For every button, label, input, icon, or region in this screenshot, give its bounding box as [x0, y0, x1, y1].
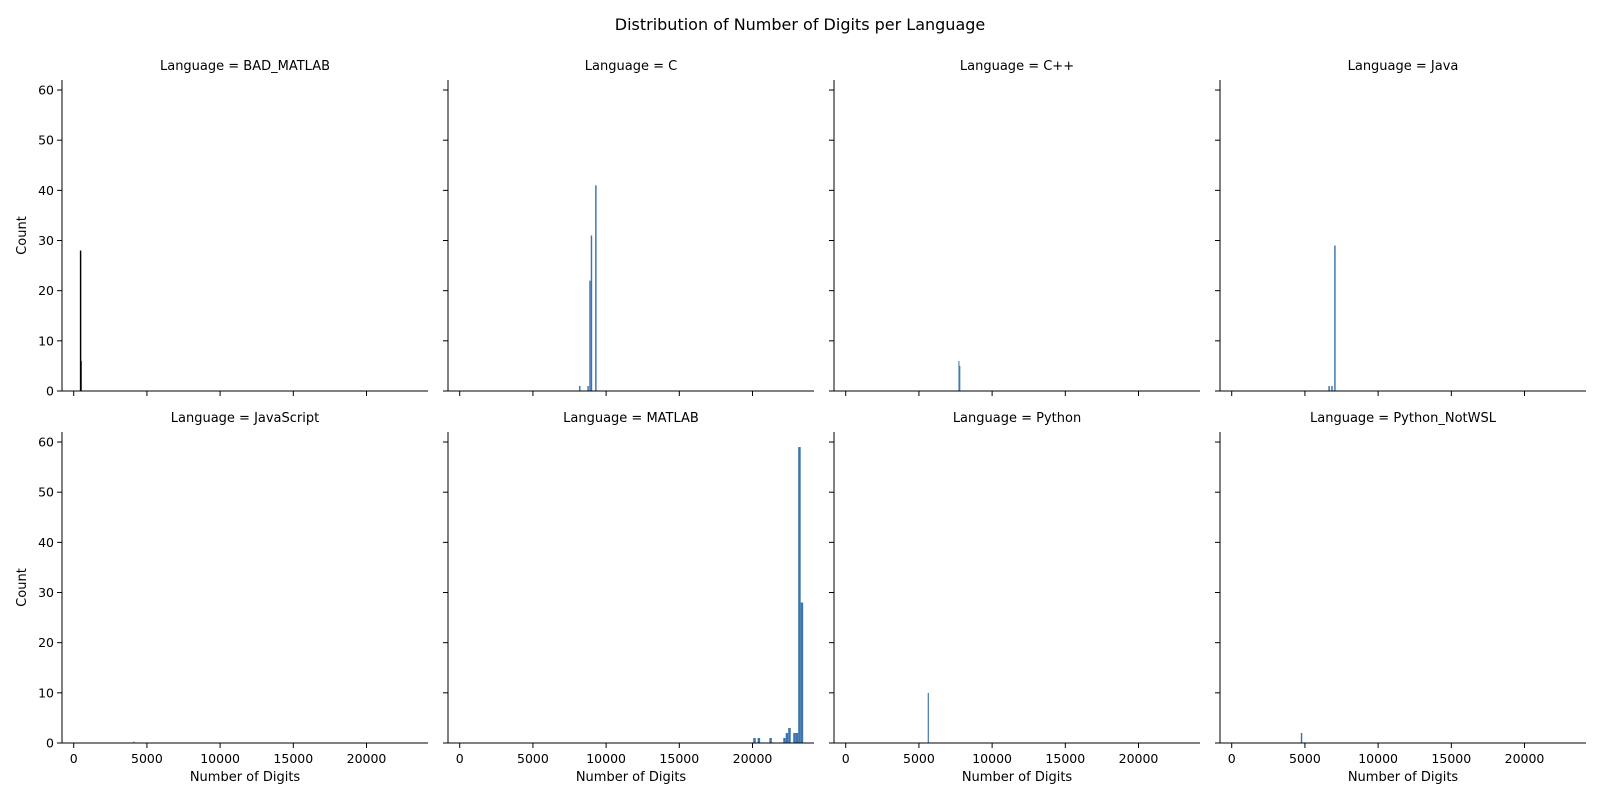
- facet-panel: Language = MATLAB 0 5000 10000 15000 20000 Num…: [443, 411, 814, 785]
- y-tick-label: 0: [46, 384, 54, 399]
- x-tick-label: 10000: [200, 751, 240, 766]
- histogram-bar: [769, 737, 772, 743]
- y-tick-label: 60: [38, 83, 54, 98]
- facet-panel: Language = BAD_MATLAB 0 10 20 30 40 50 60 Count: [15, 59, 428, 399]
- x-tick-label: 15000: [1045, 751, 1085, 766]
- x-tick-label: 20000: [1505, 751, 1545, 766]
- y-tick-label: 10: [38, 685, 54, 700]
- histogram-bar: [1328, 385, 1330, 391]
- y-tick-label: 20: [38, 635, 54, 650]
- histogram-bar: [795, 732, 799, 743]
- histogram-bar: [958, 360, 960, 391]
- panel-title: Language = Python: [953, 411, 1081, 426]
- x-tick-label: 0: [70, 751, 78, 766]
- facet-panels: Language = BAD_MATLAB0102030405060CountL…: [15, 59, 1586, 785]
- panel-title: Language = BAD_MATLAB: [160, 59, 330, 74]
- panel-title: Language = C: [585, 59, 677, 74]
- x-tick-label: 10000: [1358, 751, 1398, 766]
- facet-panel: Language = Java: [1215, 59, 1586, 396]
- histogram-bar: [1331, 385, 1333, 391]
- x-tick-label: 0: [456, 751, 464, 766]
- panel-title: Language = C++: [960, 59, 1074, 74]
- x-tick-label: 20000: [733, 751, 773, 766]
- x-tick-label: 0: [842, 751, 850, 766]
- histogram-bar: [595, 185, 597, 391]
- histogram-bar: [1300, 732, 1303, 743]
- y-tick-label: 40: [38, 183, 54, 198]
- panel-title: Language = JavaScript: [171, 411, 319, 426]
- x-tick-label: 5000: [903, 751, 935, 766]
- facet-panel: Language = Python_NotWSL 0 5000 10000 15000 2…: [1215, 411, 1586, 785]
- chart-title: Distribution of Number of Digits per Lan…: [615, 15, 986, 34]
- histogram-bar: [959, 365, 961, 391]
- histogram-bar: [80, 360, 82, 391]
- facet-panel: Language = Python 0 5000 10000 15000 20000 Num…: [829, 411, 1200, 785]
- histogram-bar: [927, 692, 929, 743]
- x-tick-label: 5000: [517, 751, 549, 766]
- facet-panel: Language = C++: [829, 59, 1200, 396]
- histogram-bar: [783, 737, 786, 743]
- histogram-bar: [1334, 245, 1336, 391]
- x-axis-label: Number of Digits: [1348, 770, 1459, 785]
- histogram-bar: [579, 385, 581, 391]
- y-tick-label: 0: [46, 736, 54, 751]
- y-tick-label: 50: [38, 133, 54, 148]
- histogram-bar: [79, 250, 82, 391]
- x-tick-label: 5000: [1289, 751, 1321, 766]
- facet-panel: Language = JavaScript 0 10 20 30 40 50 60 0 5000 1…: [15, 411, 428, 785]
- histogram-bar: [589, 280, 591, 391]
- x-axis-label: Number of Digits: [190, 770, 301, 785]
- y-tick-label: 60: [38, 435, 54, 450]
- histogram-bar: [753, 737, 756, 743]
- panel-title: Language = MATLAB: [563, 411, 699, 426]
- y-axis-label: Count: [15, 568, 30, 607]
- histogram-bar: [785, 732, 789, 743]
- histogram-bar: [587, 385, 589, 391]
- x-tick-label: 20000: [347, 751, 387, 766]
- y-tick-label: 30: [38, 585, 54, 600]
- y-tick-label: 10: [38, 333, 54, 348]
- x-tick-label: 15000: [1431, 751, 1471, 766]
- x-tick-label: 10000: [586, 751, 626, 766]
- facet-panel: Language = C: [443, 59, 814, 396]
- x-tick-label: 20000: [1119, 751, 1159, 766]
- x-tick-label: 5000: [131, 751, 163, 766]
- y-tick-label: 50: [38, 485, 54, 500]
- histogram-bar: [800, 602, 804, 743]
- panel-title: Language = Java: [1348, 59, 1459, 74]
- histogram-bar: [590, 235, 593, 391]
- histogram-bar: [757, 737, 761, 743]
- x-axis-label: Number of Digits: [962, 770, 1073, 785]
- histogram-bar: [793, 732, 796, 743]
- x-tick-label: 0: [1228, 751, 1236, 766]
- panel-title: Language = Python_NotWSL: [1310, 411, 1497, 426]
- y-axis-label: Count: [15, 216, 30, 255]
- x-axis-label: Number of Digits: [576, 770, 687, 785]
- x-tick-label: 15000: [273, 751, 313, 766]
- y-tick-label: 30: [38, 233, 54, 248]
- x-tick-label: 10000: [972, 751, 1012, 766]
- histogram-bar: [788, 727, 791, 743]
- histogram-bar: [133, 741, 135, 743]
- histogram-bar: [798, 447, 801, 743]
- y-tick-label: 40: [38, 535, 54, 550]
- x-tick-label: 15000: [659, 751, 699, 766]
- y-tick-label: 20: [38, 283, 54, 298]
